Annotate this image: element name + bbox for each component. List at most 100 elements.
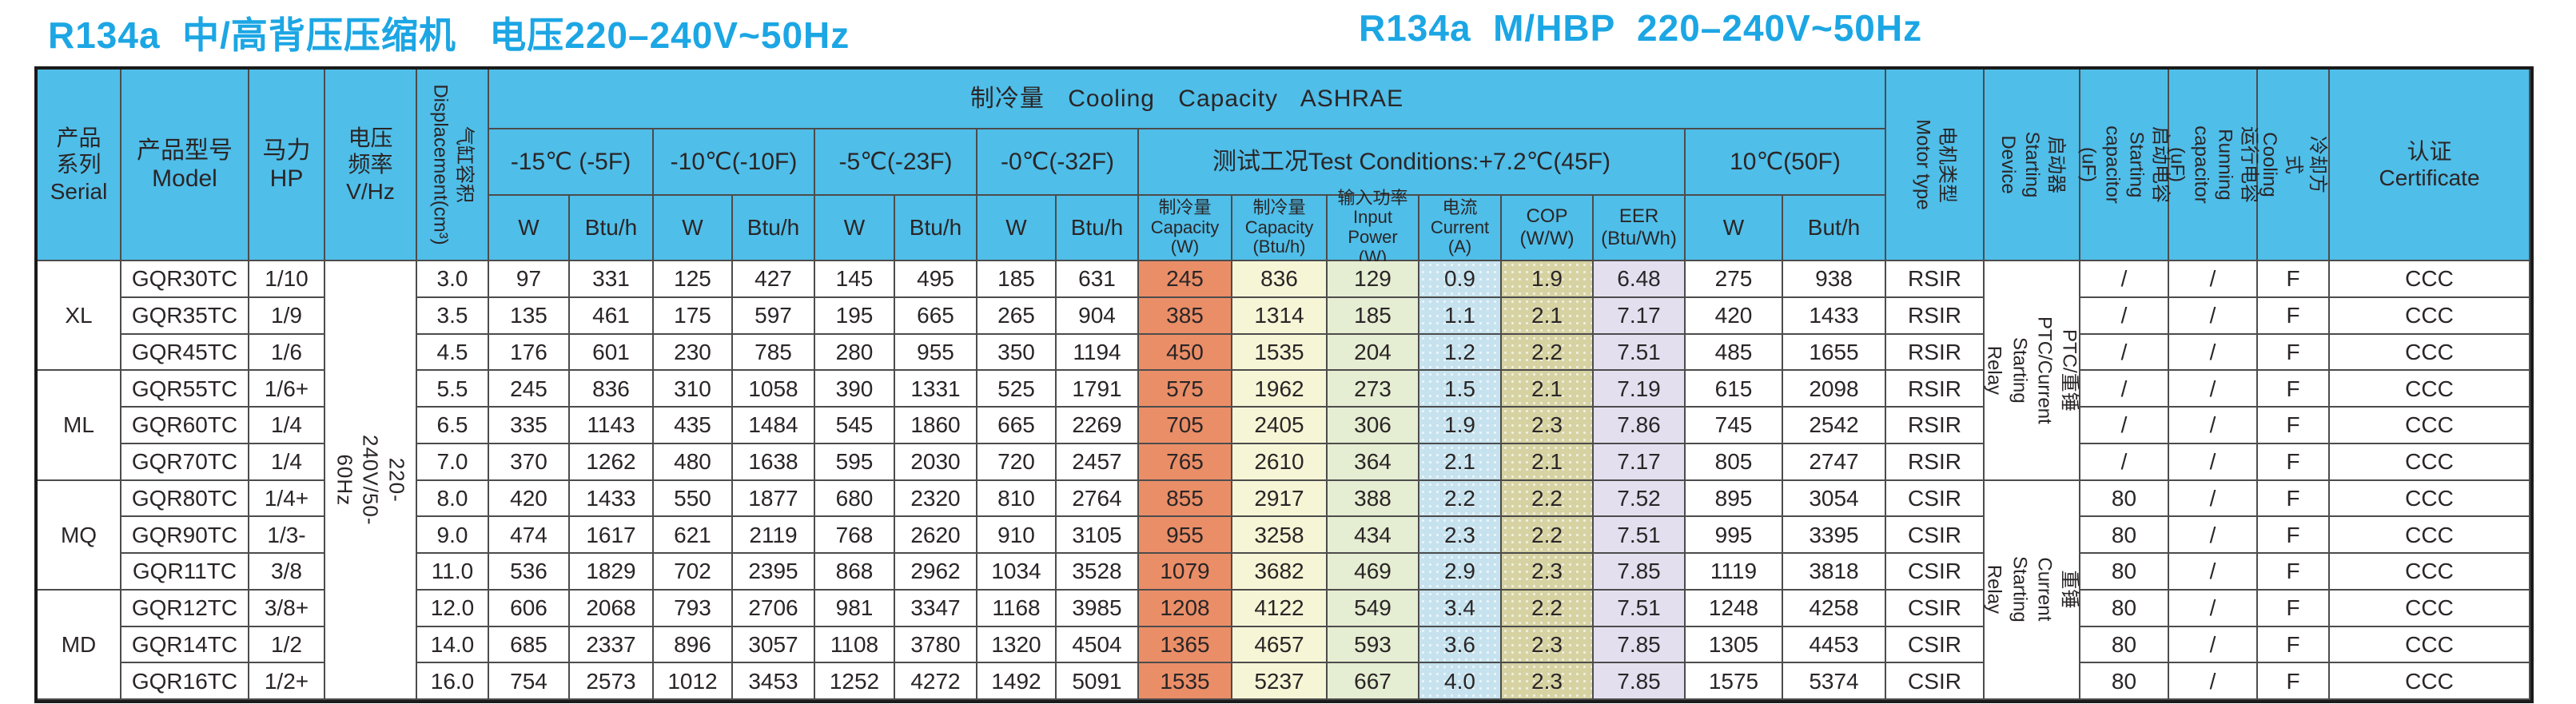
motor-type-cell: CSIR xyxy=(1886,663,1985,700)
temp10-cell: 3818 xyxy=(1783,554,1886,591)
test-condition-cell: 667 xyxy=(1328,663,1419,700)
cooling-cell: F xyxy=(2258,297,2330,335)
capacity-cell: 335 xyxy=(489,408,570,444)
test-condition-cell: 1535 xyxy=(1232,334,1328,372)
capacity-cell: 1058 xyxy=(733,371,815,408)
test-condition-cell: 1.9 xyxy=(1419,408,1502,444)
header-w-2: W xyxy=(654,196,733,261)
header-running-capacitor: 运行电容 Running capacitor (uF) xyxy=(2167,70,2260,261)
starting-capacitor-cell: 80 xyxy=(2080,626,2169,664)
temp10-cell: 995 xyxy=(1686,517,1783,554)
capacity-cell: 1012 xyxy=(654,663,733,700)
test-condition-cell: 1.5 xyxy=(1419,371,1502,408)
hp-cell: 1/6+ xyxy=(249,371,325,408)
running-capacitor-cell: / xyxy=(2169,261,2258,298)
test-condition-cell: 7.52 xyxy=(1594,480,1686,518)
capacity-cell: 1484 xyxy=(733,408,815,444)
header-input-power: 输入功率 Input Power (W) xyxy=(1328,188,1419,266)
capacity-cell: 868 xyxy=(815,554,895,591)
certificate-cell: CCC xyxy=(2330,480,2530,518)
capacity-cell: 145 xyxy=(815,261,895,298)
test-condition-cell: 2405 xyxy=(1232,408,1328,444)
test-condition-cell: 450 xyxy=(1139,334,1232,372)
capacity-cell: 4504 xyxy=(1057,626,1139,664)
motor-type-cell: CSIR xyxy=(1886,517,1985,554)
header-serial: 产品 系列 Serial xyxy=(38,70,121,261)
temp10-cell: 3054 xyxy=(1783,480,1886,518)
running-capacitor-cell: / xyxy=(2169,480,2258,518)
header-model: 产品型号 Model xyxy=(121,70,249,261)
capacity-cell: 631 xyxy=(1057,261,1139,298)
capacity-cell: 621 xyxy=(654,517,733,554)
header-running-capacitor-text: 运行电容 Running capacitor (uF) xyxy=(2166,125,2260,204)
header-btu-3: Btu/h xyxy=(895,196,977,261)
hp-cell: 1/10 xyxy=(249,261,325,298)
header-btu-1: Btu/h xyxy=(570,196,654,261)
test-condition-cell: 3.6 xyxy=(1419,626,1502,664)
capacity-cell: 245 xyxy=(489,371,570,408)
starting-capacitor-cell: 80 xyxy=(2080,590,2169,627)
capacity-cell: 3985 xyxy=(1057,590,1139,627)
displacement-cell: 5.5 xyxy=(417,371,489,408)
temp10-cell: 420 xyxy=(1686,297,1783,335)
capacity-cell: 1143 xyxy=(570,408,654,444)
model-cell: GQR12TC xyxy=(121,590,249,627)
capacity-cell: 1433 xyxy=(570,480,654,518)
test-condition-cell: 129 xyxy=(1328,261,1419,298)
capacity-cell: 176 xyxy=(489,334,570,372)
model-cell: GQR90TC xyxy=(121,517,249,554)
test-condition-cell: 2.1 xyxy=(1419,443,1502,481)
capacity-cell: 3453 xyxy=(733,663,815,700)
header-w-1: W xyxy=(489,196,570,261)
header-motor-type-text: 电机类型 Motor type xyxy=(1912,119,1958,210)
model-cell: GQR16TC xyxy=(121,663,249,700)
capacity-cell: 1638 xyxy=(733,443,815,481)
temp10-cell: 2098 xyxy=(1783,371,1886,408)
displacement-cell: 7.0 xyxy=(417,443,489,481)
capacity-cell: 3057 xyxy=(733,626,815,664)
motor-type-cell: RSIR xyxy=(1886,408,1985,444)
capacity-cell: 435 xyxy=(654,408,733,444)
header-w-4: W xyxy=(977,196,1057,261)
motor-type-cell: RSIR xyxy=(1886,261,1985,298)
certificate-cell: CCC xyxy=(2330,443,2530,481)
temp10-cell: 805 xyxy=(1686,443,1783,481)
test-condition-cell: 434 xyxy=(1328,517,1419,554)
test-condition-cell: 765 xyxy=(1139,443,1232,481)
capacity-cell: 2457 xyxy=(1057,443,1139,481)
capacity-cell: 545 xyxy=(815,408,895,444)
displacement-cell: 12.0 xyxy=(417,590,489,627)
capacity-cell: 265 xyxy=(977,297,1057,335)
temp10-cell: 3395 xyxy=(1783,517,1886,554)
test-condition-cell: 7.51 xyxy=(1594,590,1686,627)
serial-group-cell: ML xyxy=(38,371,121,481)
capacity-cell: 427 xyxy=(733,261,815,298)
running-capacitor-cell: / xyxy=(2169,371,2258,408)
cooling-cell: F xyxy=(2258,443,2330,481)
capacity-cell: 2068 xyxy=(570,590,654,627)
voltage-cell: 220-240V/50-60Hz xyxy=(325,261,417,700)
motor-type-cell: CSIR xyxy=(1886,554,1985,591)
model-cell: GQR70TC xyxy=(121,443,249,481)
temp10-cell: 2747 xyxy=(1783,443,1886,481)
test-condition-cell: 469 xyxy=(1328,554,1419,591)
model-cell: GQR45TC xyxy=(121,334,249,372)
model-cell: GQR55TC xyxy=(121,371,249,408)
capacity-cell: 175 xyxy=(654,297,733,335)
capacity-cell: 550 xyxy=(654,480,733,518)
test-condition-cell: 306 xyxy=(1328,408,1419,444)
temp10-cell: 1575 xyxy=(1686,663,1783,700)
capacity-cell: 685 xyxy=(489,626,570,664)
cooling-cell: F xyxy=(2258,371,2330,408)
capacity-cell: 370 xyxy=(489,443,570,481)
temp10-cell: 615 xyxy=(1686,371,1783,408)
model-cell: GQR80TC xyxy=(121,480,249,518)
test-condition-cell: 2917 xyxy=(1232,480,1328,518)
test-condition-cell: 549 xyxy=(1328,590,1419,627)
test-condition-cell: 2.1 xyxy=(1502,371,1594,408)
test-condition-cell: 1.9 xyxy=(1502,261,1594,298)
displacement-cell: 11.0 xyxy=(417,554,489,591)
running-capacitor-cell: / xyxy=(2169,408,2258,444)
test-condition-cell: 1079 xyxy=(1139,554,1232,591)
